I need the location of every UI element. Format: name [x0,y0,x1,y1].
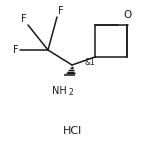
Text: F: F [58,6,64,16]
Text: O: O [123,10,131,20]
Text: F: F [13,45,19,55]
Text: F: F [21,14,27,24]
Text: HCl: HCl [62,126,82,136]
Text: 2: 2 [68,88,73,97]
Text: &1: &1 [84,58,95,67]
Text: NH: NH [52,86,67,96]
